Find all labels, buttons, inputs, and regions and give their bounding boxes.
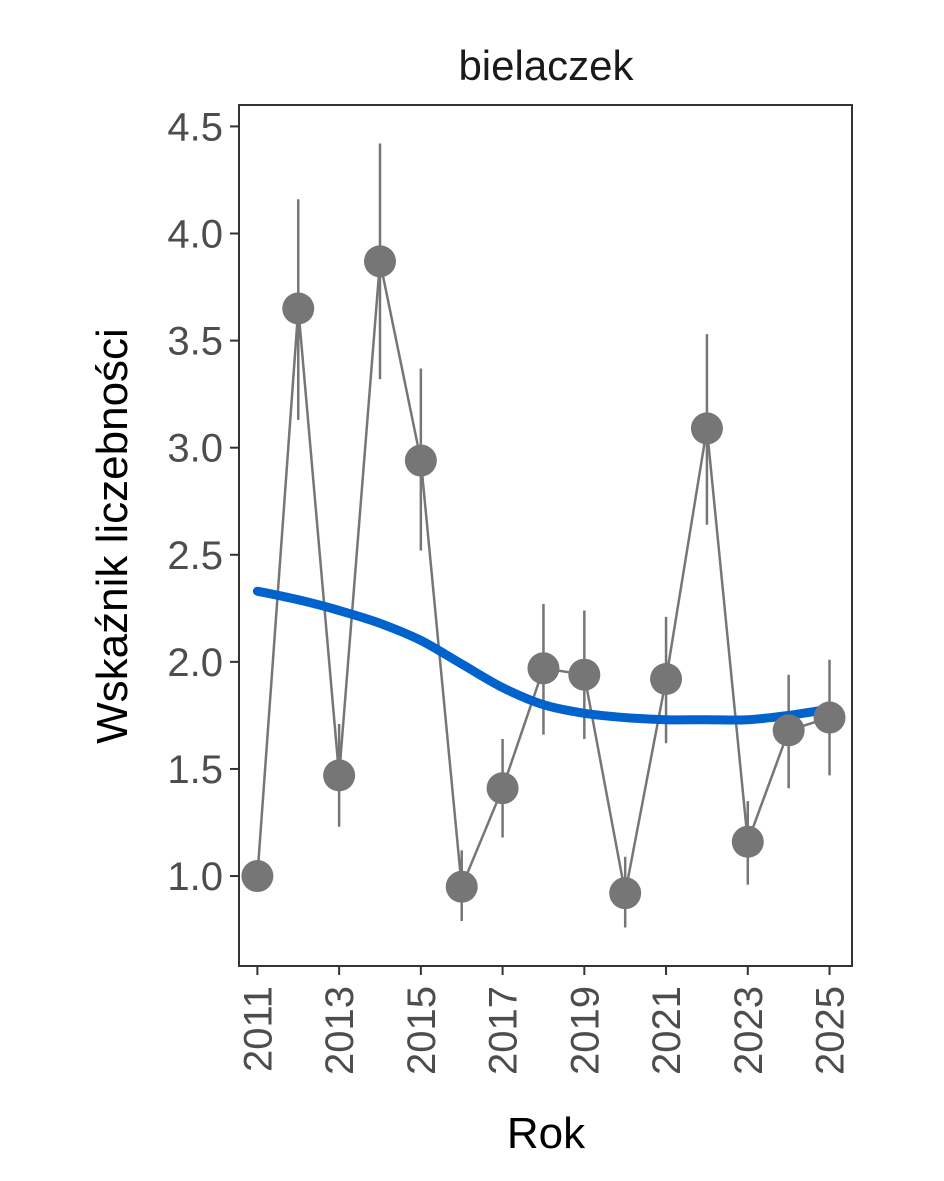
y-tick-label: 3.0: [167, 427, 223, 471]
y-tick-label: 3.5: [167, 320, 223, 364]
y-axis-title: Wskaźnik liczebności: [88, 328, 137, 744]
data-point: [527, 652, 560, 685]
y-tick-label: 2.5: [167, 534, 223, 578]
y-tick-label: 2.0: [167, 641, 223, 685]
x-tick-label: 2019: [563, 986, 607, 1075]
data-point: [445, 870, 478, 903]
x-tick-label: 2013: [318, 986, 362, 1075]
data-point: [690, 412, 723, 445]
chart-title: bielaczek: [458, 42, 634, 89]
data-point: [486, 772, 519, 805]
x-tick-label: 2015: [400, 986, 444, 1075]
y-tick-label: 1.5: [167, 748, 223, 792]
data-point: [568, 658, 601, 691]
y-tick-label: 4.0: [167, 213, 223, 257]
x-tick-label: 2025: [809, 986, 853, 1075]
data-point: [609, 877, 642, 910]
x-tick-label: 2021: [645, 986, 689, 1075]
data-point: [404, 444, 437, 477]
panel-border: [238, 104, 853, 967]
data-point: [282, 292, 315, 325]
data-point: [650, 663, 683, 695]
data-point: [323, 759, 356, 792]
data-point: [731, 825, 764, 858]
x-tick-label: 2011: [236, 986, 280, 1072]
data-point: [363, 245, 396, 278]
trend-line: [252, 586, 834, 725]
plot-area: 1.0 1.5 2.0 2.5 3.0 3.5 4.0 4.5 2011 2013 2015 2017…: [167, 104, 853, 1075]
x-tick-label: 2017: [482, 986, 526, 1075]
x-tick-label: 2023: [727, 986, 771, 1075]
y-tick-label: 4.5: [167, 105, 223, 149]
data-point: [241, 860, 274, 893]
data-point: [772, 714, 805, 747]
data-point: [813, 701, 846, 734]
y-tick-label: 1.0: [167, 855, 223, 899]
x-axis-title: Rok: [507, 1109, 586, 1158]
